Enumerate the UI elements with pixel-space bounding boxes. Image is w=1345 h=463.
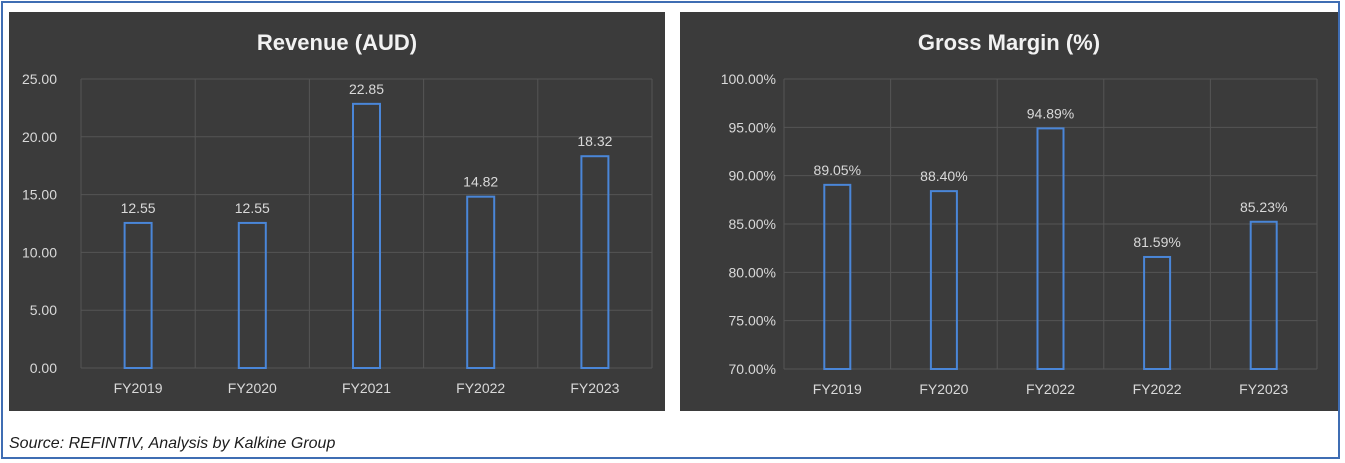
data-label: 12.55 bbox=[235, 200, 270, 216]
data-label: 94.89% bbox=[1027, 105, 1074, 121]
gross-margin-chart: Gross Margin (%) 70.00% 75.00% 80.00% 85.00%… bbox=[721, 30, 1318, 397]
y-tick-label: 100.00% bbox=[721, 71, 776, 87]
category-label: FY2023 bbox=[570, 380, 619, 396]
category-label: FY2019 bbox=[813, 381, 862, 397]
data-label: 22.85 bbox=[349, 81, 384, 97]
bar bbox=[1036, 127, 1065, 370]
category-label: FY2023 bbox=[1239, 381, 1288, 397]
bar bbox=[1143, 255, 1172, 370]
bar bbox=[352, 102, 381, 369]
bar bbox=[823, 183, 852, 370]
category-label: FY2021 bbox=[342, 380, 391, 396]
y-tick-label: 0.00 bbox=[30, 360, 57, 376]
gross-margin-chart-panel: Gross Margin (%) 70.00% 75.00% 80.00% 85.00%… bbox=[680, 12, 1338, 411]
y-tick-label: 15.00 bbox=[22, 187, 57, 203]
category-label: FY2022 bbox=[1133, 381, 1182, 397]
y-tick-label: 80.00% bbox=[729, 264, 776, 280]
revenue-chart-panel: Revenue (AUD) 0.00 5.00 10.00 15.00 20.00 25.0… bbox=[9, 12, 665, 411]
data-label: 89.05% bbox=[814, 162, 861, 178]
y-tick-label: 25.00 bbox=[22, 71, 57, 87]
data-label: 14.82 bbox=[463, 174, 498, 190]
bar bbox=[1249, 220, 1278, 370]
data-label: 85.23% bbox=[1240, 199, 1287, 215]
data-label: 12.55 bbox=[121, 200, 156, 216]
category-label: FY2020 bbox=[228, 380, 277, 396]
y-tick-label: 10.00 bbox=[22, 244, 57, 260]
source-caption: Source: REFINTIV, Analysis by Kalkine Gr… bbox=[9, 435, 336, 452]
y-tick-label: 20.00 bbox=[22, 129, 57, 145]
bar bbox=[466, 195, 496, 369]
y-tick-label: 90.00% bbox=[729, 168, 776, 184]
category-label: FY2022 bbox=[456, 380, 505, 396]
data-label: 88.40% bbox=[920, 168, 967, 184]
y-tick-label: 95.00% bbox=[729, 119, 776, 135]
category-label: FY2020 bbox=[919, 381, 968, 397]
bar bbox=[123, 221, 153, 369]
chart-title: Revenue (AUD) bbox=[257, 30, 417, 55]
chart-title: Gross Margin (%) bbox=[918, 30, 1100, 55]
data-label: 18.32 bbox=[577, 133, 612, 149]
y-tick-label: 75.00% bbox=[729, 313, 776, 329]
revenue-chart: Revenue (AUD) 0.00 5.00 10.00 15.00 20.00 25.0… bbox=[22, 30, 653, 396]
bar bbox=[929, 190, 958, 370]
bar bbox=[237, 221, 267, 369]
category-label: FY2022 bbox=[1026, 381, 1075, 397]
y-tick-label: 85.00% bbox=[729, 216, 776, 232]
y-tick-label: 5.00 bbox=[30, 302, 57, 318]
y-tick-label: 70.00% bbox=[729, 361, 776, 377]
category-label: FY2019 bbox=[114, 380, 163, 396]
bar bbox=[580, 155, 610, 369]
data-label: 81.59% bbox=[1133, 234, 1180, 250]
